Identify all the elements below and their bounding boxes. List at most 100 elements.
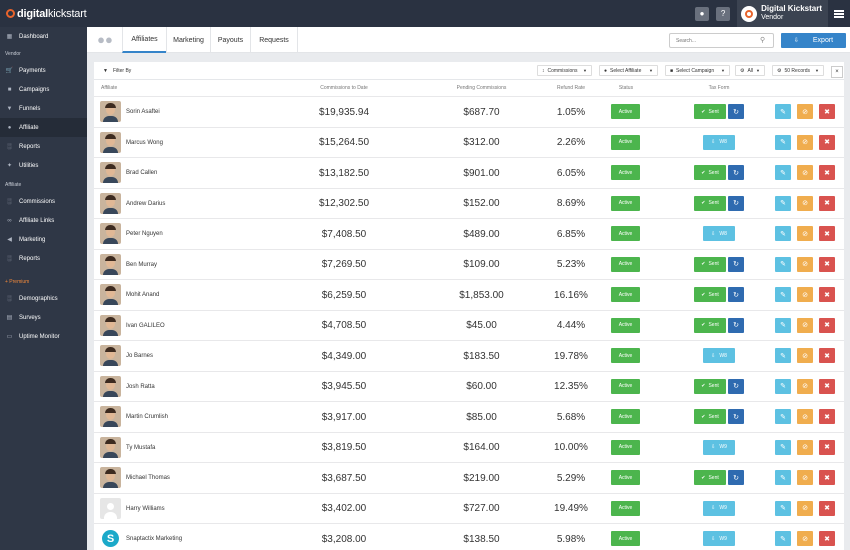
status-badge[interactable]: Active	[611, 439, 640, 455]
delete-button[interactable]: ✖	[819, 470, 835, 485]
disable-button[interactable]: ⊘	[797, 409, 813, 424]
close-filter-button[interactable]: ×	[831, 66, 843, 78]
sidebar-item-marketing[interactable]: ◀ Marketing	[0, 230, 87, 249]
delete-button[interactable]: ✖	[819, 104, 835, 119]
affiliate-name[interactable]: Jo Barnes	[126, 353, 154, 359]
sidebar-item-reports[interactable]: ░ Reports	[0, 137, 87, 156]
status-badge[interactable]: Active	[611, 256, 640, 272]
disable-button[interactable]: ⊘	[797, 195, 813, 211]
affiliate-name[interactable]: Peter Nguyen	[126, 231, 163, 237]
status-badge[interactable]: Active	[611, 104, 640, 119]
disable-button[interactable]: ⊘	[797, 104, 813, 119]
status-badge[interactable]: Active	[611, 409, 640, 424]
edit-button[interactable]: ✎	[775, 531, 791, 546]
filter-by[interactable]: ▼ Filter By	[103, 62, 131, 80]
disable-button[interactable]: ⊘	[797, 470, 813, 485]
status-badge[interactable]: Active	[611, 348, 640, 363]
help-button[interactable]: ?	[716, 6, 731, 21]
tab-payouts[interactable]: Payouts	[210, 27, 250, 53]
resend-tax-form-button[interactable]: ↻	[728, 165, 744, 180]
edit-button[interactable]: ✎	[775, 165, 791, 180]
user-icon[interactable]: ●	[695, 6, 710, 21]
affiliate-name[interactable]: Ty Mustafa	[126, 444, 156, 451]
status-badge[interactable]: Active	[611, 287, 640, 302]
sidebar-item-affiliate-reports[interactable]: ░ Reports	[0, 249, 87, 268]
delete-button[interactable]: ✖	[819, 287, 835, 302]
status-badge[interactable]: Active	[611, 134, 640, 150]
sidebar-item-affiliate[interactable]: ● Affiliate	[0, 118, 87, 137]
resend-tax-form-button[interactable]: ↻	[728, 195, 744, 211]
tax-form-sent-button[interactable]: ✔ Sent	[694, 256, 726, 272]
sidebar-item-affiliate-links[interactable]: ∞ Affiliate Links	[0, 211, 87, 230]
delete-button[interactable]: ✖	[819, 134, 835, 150]
status-badge[interactable]: Active	[611, 195, 640, 211]
delete-button[interactable]: ✖	[819, 378, 835, 394]
edit-button[interactable]: ✎	[775, 317, 791, 333]
tax-form-sent-button[interactable]: ✔ Sent	[694, 378, 726, 394]
affiliate-name[interactable]: Andrew Darius	[126, 200, 166, 207]
resend-tax-form-button[interactable]: ↻	[728, 378, 744, 394]
status-badge[interactable]: Active	[611, 226, 640, 241]
affiliate-select[interactable]: ● Select Affiliate ▼	[599, 65, 658, 76]
resend-tax-form-button[interactable]: ↻	[728, 409, 744, 424]
resend-tax-form-button[interactable]: ↻	[728, 256, 744, 272]
edit-button[interactable]: ✎	[775, 439, 791, 455]
edit-button[interactable]: ✎	[775, 500, 791, 516]
disable-button[interactable]: ⊘	[797, 439, 813, 455]
disable-button[interactable]: ⊘	[797, 500, 813, 516]
edit-button[interactable]: ✎	[775, 195, 791, 211]
delete-button[interactable]: ✖	[819, 348, 835, 363]
all-select[interactable]: ⚙ All ▼	[735, 65, 765, 76]
edit-button[interactable]: ✎	[775, 409, 791, 424]
status-badge[interactable]: Active	[611, 531, 640, 546]
tax-form-sent-button[interactable]: ✔ Sent	[694, 287, 726, 302]
sidebar-item-utilities[interactable]: ✦ Utilities	[0, 156, 87, 175]
tax-form-request-button[interactable]: ⇩ W9	[703, 439, 735, 455]
records-select[interactable]: ⚙ 50 Records ▼	[772, 65, 824, 76]
affiliate-name[interactable]: Sorin Asaftei	[126, 109, 160, 115]
disable-button[interactable]: ⊘	[797, 531, 813, 546]
disable-button[interactable]: ⊘	[797, 317, 813, 333]
tax-form-request-button[interactable]: ⇩ W9	[703, 531, 735, 546]
export-button[interactable]: ⇩ Export	[781, 33, 846, 48]
disable-button[interactable]: ⊘	[797, 134, 813, 150]
tax-form-sent-button[interactable]: ✔ Sent	[694, 470, 726, 485]
affiliate-name[interactable]: Mohit Anand	[126, 292, 160, 298]
resend-tax-form-button[interactable]: ↻	[728, 104, 744, 119]
vendor-account-menu[interactable]: Digital Kickstart Vendor	[737, 0, 828, 27]
delete-button[interactable]: ✖	[819, 317, 835, 333]
column-header-refund-rate[interactable]: Refund Rate	[556, 85, 586, 91]
sidebar-item-dashboard[interactable]: ▦ Dashboard	[0, 27, 87, 46]
affiliate-name[interactable]: Ben Murray	[126, 261, 158, 268]
hamburger-menu-icon[interactable]	[834, 9, 844, 18]
tax-form-sent-button[interactable]: ✔ Sent	[694, 104, 726, 119]
status-badge[interactable]: Active	[611, 378, 640, 394]
delete-button[interactable]: ✖	[819, 531, 835, 546]
delete-button[interactable]: ✖	[819, 409, 835, 424]
search-icon[interactable]: ⚲	[760, 37, 766, 44]
disable-button[interactable]: ⊘	[797, 256, 813, 272]
affiliate-name[interactable]: Josh Ratta	[126, 383, 155, 390]
disable-button[interactable]: ⊘	[797, 348, 813, 363]
sidebar-item-funnels[interactable]: ▼ Funnels	[0, 99, 87, 118]
commissions-select[interactable]: ↕ Commissions ▼	[537, 65, 592, 76]
logo[interactable]: digital kickstart	[0, 0, 87, 27]
tax-form-request-button[interactable]: ⇩ W8	[703, 226, 735, 241]
affiliate-name[interactable]: Ivan GALILEO	[126, 322, 165, 329]
disable-button[interactable]: ⊘	[797, 378, 813, 394]
sidebar-item-campaigns[interactable]: ■ Campaigns	[0, 80, 87, 99]
tab-marketing[interactable]: Marketing	[166, 27, 210, 53]
sidebar-item-demographics[interactable]: ░ Demographics	[0, 289, 87, 308]
sidebar-item-surveys[interactable]: ▤ Surveys	[0, 308, 87, 327]
tax-form-request-button[interactable]: ⇩ W9	[703, 500, 735, 516]
edit-button[interactable]: ✎	[775, 226, 791, 241]
affiliate-name[interactable]: Harry Williams	[126, 505, 165, 512]
affiliate-name[interactable]: Marcus Wong	[126, 139, 163, 146]
tax-form-sent-button[interactable]: ✔ Sent	[694, 317, 726, 333]
affiliate-name[interactable]: Martin Crumlish	[126, 414, 169, 420]
affiliate-name[interactable]: Michael Thomas	[126, 475, 170, 481]
status-badge[interactable]: Active	[611, 165, 640, 180]
column-header-pending[interactable]: Pending Commissions	[456, 85, 507, 91]
delete-button[interactable]: ✖	[819, 500, 835, 516]
edit-button[interactable]: ✎	[775, 104, 791, 119]
